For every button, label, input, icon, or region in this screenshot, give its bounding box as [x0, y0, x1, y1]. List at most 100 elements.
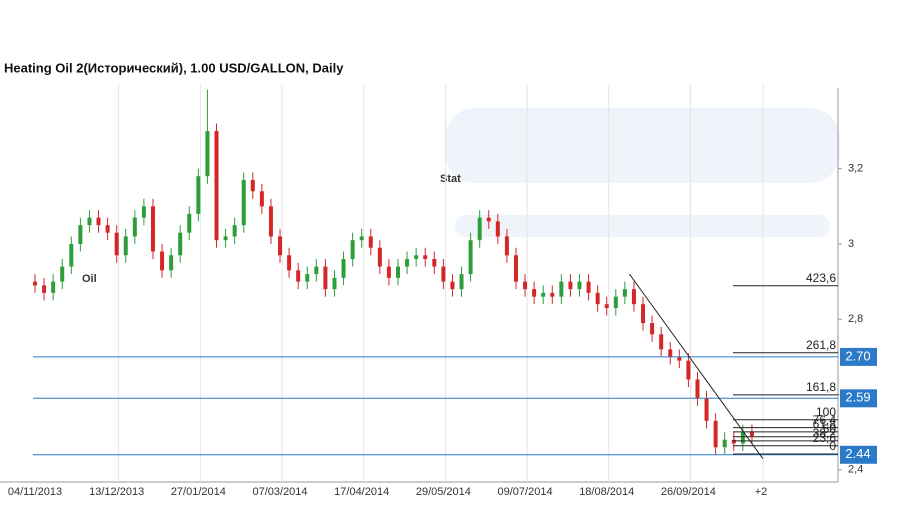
- price-level-label: 2.59: [845, 390, 870, 405]
- fib-label: 100: [816, 405, 836, 419]
- x-tick-label: 27/01/2014: [171, 486, 226, 498]
- fib-label: 161,8: [806, 380, 836, 394]
- x-tick-label: 26/09/2014: [661, 486, 716, 498]
- x-tick-label: 09/07/2014: [498, 486, 553, 498]
- candle-body: [568, 281, 573, 290]
- candle-body: [523, 281, 528, 290]
- candle-body: [749, 432, 754, 436]
- candle-body: [60, 266, 65, 282]
- candle-body: [150, 206, 155, 252]
- candle-body: [414, 255, 419, 260]
- candle-body: [259, 191, 264, 207]
- candle-body: [187, 213, 192, 233]
- y-tick-label: 3: [848, 238, 854, 250]
- fib-label: 0: [829, 439, 836, 453]
- candle-body: [532, 289, 537, 297]
- candle-body: [731, 439, 736, 444]
- candle-body: [559, 281, 564, 297]
- candle-body: [278, 236, 283, 256]
- chart-title: Heating Oil 2(Исторический), 1.00 USD/GA…: [4, 60, 344, 75]
- candle-body: [595, 292, 600, 305]
- candle-body: [123, 236, 128, 256]
- candle-body: [178, 232, 183, 256]
- candle-body: [641, 304, 646, 324]
- candle-body: [296, 270, 301, 282]
- candle-body: [42, 285, 47, 293]
- watermark-shape: [455, 215, 830, 237]
- candle-body: [205, 131, 210, 177]
- candle-body: [169, 255, 174, 271]
- candle-body: [314, 266, 319, 275]
- candle-body: [160, 251, 165, 271]
- candle-body: [659, 334, 664, 350]
- fib-label: 23,6: [813, 431, 837, 445]
- candle-body: [341, 259, 346, 278]
- fib-label: 76,4: [813, 413, 837, 427]
- x-tick-label: 04/11/2013: [8, 486, 62, 498]
- candle-body: [631, 289, 636, 305]
- candle-body: [441, 266, 446, 282]
- price-level-label: 2.70: [845, 348, 870, 363]
- y-tick-label: 2,4: [848, 464, 863, 476]
- candle-body: [495, 221, 500, 237]
- candle-body: [396, 266, 400, 278]
- price-level-box: [840, 389, 877, 408]
- candle-body: [432, 259, 437, 267]
- fib-label: 61,8: [813, 417, 837, 431]
- candle-body: [232, 225, 237, 237]
- candle-body: [214, 131, 219, 241]
- candle-body: [241, 179, 246, 226]
- candle-body: [713, 420, 718, 448]
- trend-line: [629, 273, 764, 459]
- candle-body: [550, 292, 555, 297]
- candle-body: [504, 236, 509, 256]
- candle-body: [386, 266, 391, 278]
- candle-body: [141, 206, 146, 218]
- x-tick-label: 17/04/2014: [334, 486, 389, 498]
- candle-body: [613, 296, 618, 308]
- candle-body: [78, 225, 83, 244]
- candle-body: [668, 349, 673, 357]
- candle-body: [650, 323, 655, 335]
- candle-body: [69, 243, 74, 267]
- candle-body: [468, 240, 473, 275]
- candle-body: [541, 292, 546, 297]
- candle-body: [268, 206, 273, 237]
- price-level-label: 2.44: [845, 446, 870, 461]
- candle-body: [359, 236, 364, 241]
- price-level-box: [840, 347, 877, 366]
- watermark: Oil: [82, 273, 97, 285]
- candle-body: [250, 179, 255, 192]
- candle-body: [223, 236, 228, 241]
- candle-body: [450, 281, 455, 290]
- x-tick-label: 13/12/2013: [89, 486, 144, 498]
- price-level-box: [840, 445, 877, 464]
- candle-body: [622, 289, 627, 297]
- candle-body: [586, 281, 591, 293]
- watermark-shape: [445, 108, 840, 183]
- candle-body: [459, 274, 464, 290]
- candle-body: [51, 281, 56, 293]
- x-tick-label: +2: [755, 486, 768, 498]
- candle-body: [87, 217, 92, 226]
- y-tick-label: 2,8: [848, 313, 863, 325]
- candle-body: [132, 217, 137, 237]
- candle-body: [423, 255, 428, 260]
- candle-body: [33, 281, 37, 286]
- candle-body: [332, 277, 337, 290]
- candle-body: [305, 274, 310, 282]
- candle-body: [350, 240, 355, 260]
- candle-body: [686, 360, 691, 380]
- fib-label: 50: [823, 422, 837, 436]
- candle-body: [704, 398, 709, 421]
- candle-body: [513, 255, 518, 282]
- fib-label: 423,6: [806, 271, 836, 285]
- candle-body: [477, 217, 482, 241]
- candle-body: [105, 225, 110, 233]
- candle-body: [604, 304, 609, 308]
- candle-body: [287, 255, 292, 271]
- watermark: Stat: [440, 173, 461, 185]
- candle-body: [405, 259, 410, 267]
